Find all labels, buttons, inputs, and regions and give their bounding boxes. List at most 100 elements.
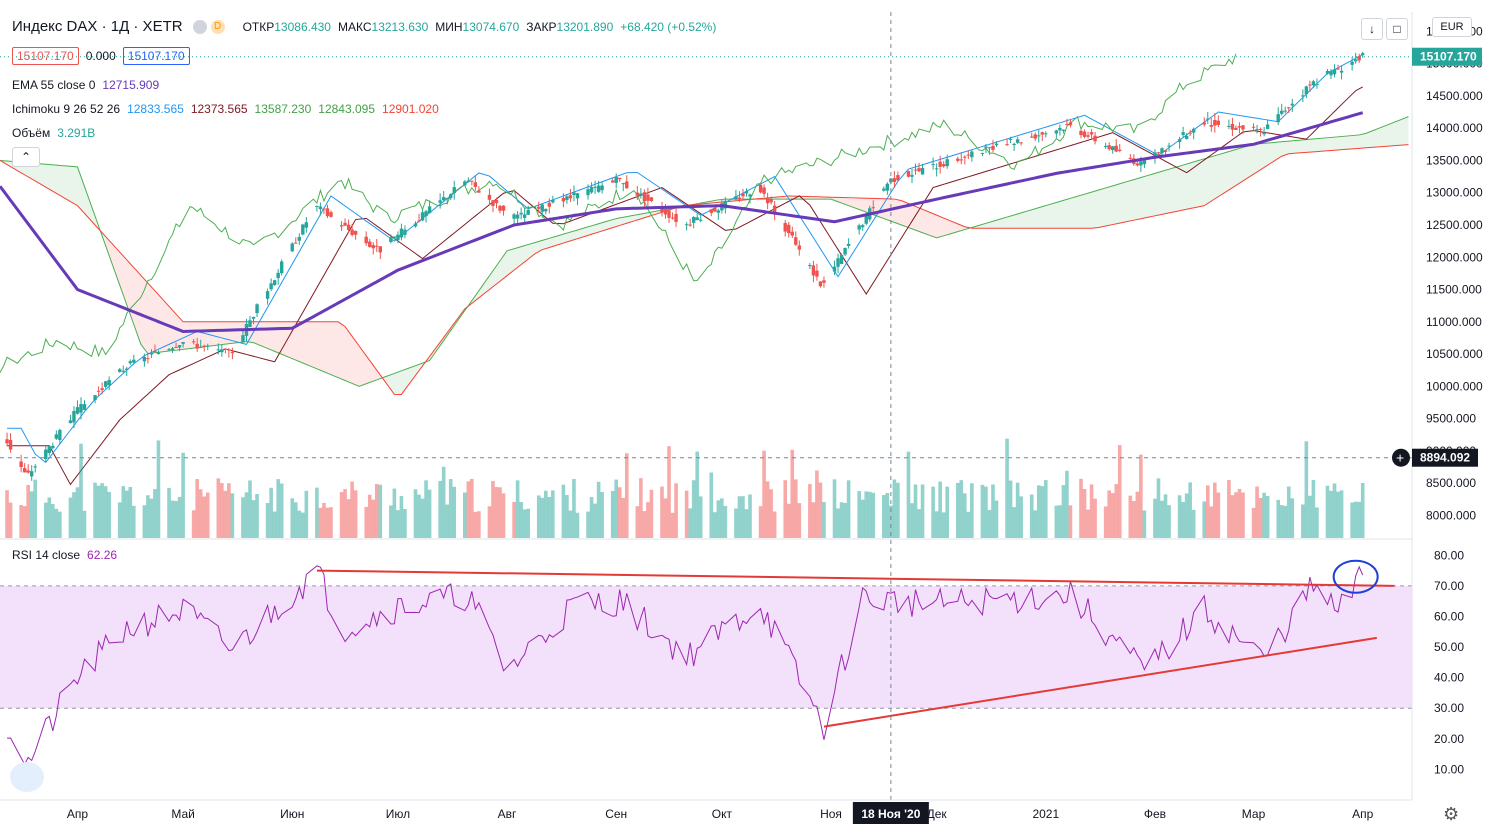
- volume-bar: [1156, 478, 1161, 538]
- rsi-label: RSI 14 close: [12, 548, 81, 562]
- volume-bar: [1093, 498, 1097, 538]
- collapse-legend-button[interactable]: ⌃: [12, 147, 40, 167]
- candle-body: [125, 368, 129, 370]
- annotation-ellipse: [1332, 559, 1379, 594]
- candle-body: [741, 193, 745, 197]
- volume-legend[interactable]: Объём 3.291B: [12, 126, 102, 140]
- volume-bar: [427, 489, 432, 538]
- candle-body: [378, 246, 382, 253]
- candle: [452, 180, 456, 200]
- time-axis-bg: [0, 800, 1494, 826]
- candle-body: [199, 346, 203, 348]
- candle-body: [1135, 163, 1140, 166]
- volume-bar: [1065, 470, 1069, 538]
- volume-bar: [1290, 498, 1295, 538]
- candle: [1308, 80, 1312, 92]
- candle-body: [910, 175, 914, 177]
- candle-body: [170, 348, 175, 351]
- volume-bar: [142, 505, 147, 538]
- volume-bar: [124, 490, 129, 538]
- tradingview-logo[interactable]: [10, 762, 44, 792]
- market-status-icon[interactable]: [192, 19, 207, 34]
- candle-body: [787, 224, 791, 234]
- candle: [1209, 117, 1213, 132]
- candle: [811, 260, 816, 283]
- candle-body: [547, 202, 552, 207]
- volume-bar: [202, 496, 207, 538]
- candle: [1082, 129, 1087, 139]
- data-delay-badge[interactable]: D: [210, 19, 225, 34]
- candle: [709, 208, 713, 217]
- candle-body: [600, 185, 604, 191]
- candle-body: [1177, 139, 1182, 142]
- candle: [51, 442, 55, 450]
- candle: [103, 380, 108, 389]
- rsi-tick-label: 30.00: [1434, 701, 1464, 715]
- symbol-title[interactable]: Индекс DAX · 1Д · XETR: [12, 18, 183, 35]
- ema-legend[interactable]: EMA 55 close 0 12715.909: [12, 78, 166, 92]
- candle-body: [1005, 144, 1009, 146]
- currency-button[interactable]: EUR: [1432, 17, 1472, 37]
- candle-body: [1329, 71, 1333, 76]
- candle: [544, 208, 548, 215]
- candle: [47, 446, 51, 456]
- volume-bar: [991, 484, 995, 538]
- candle-body: [470, 180, 474, 182]
- volume-bar: [1191, 509, 1196, 538]
- volume-label: Объём: [12, 126, 51, 140]
- maximize-button[interactable]: □: [1386, 18, 1408, 40]
- volume-bar: [413, 489, 418, 538]
- candle: [843, 247, 847, 257]
- candle: [54, 430, 59, 441]
- candle: [1290, 98, 1294, 112]
- candle: [26, 464, 30, 474]
- volume-bar: [786, 503, 791, 538]
- candle: [487, 188, 492, 206]
- volume-bar: [1040, 486, 1045, 538]
- candle-body: [276, 272, 280, 279]
- buy-button[interactable]: 15107.170: [122, 47, 190, 65]
- candle: [1142, 159, 1147, 169]
- volume-bar: [1315, 507, 1319, 538]
- candle-body: [941, 164, 946, 167]
- candle: [1230, 117, 1235, 137]
- sell-button[interactable]: 15107.170: [12, 47, 79, 65]
- close-label: ЗАКР: [526, 19, 557, 34]
- candle-body: [1008, 138, 1013, 140]
- candle-body: [551, 199, 555, 203]
- candle-body: [396, 234, 400, 241]
- candle: [670, 212, 675, 220]
- candle-body: [294, 242, 298, 244]
- volume-bar: [980, 484, 985, 538]
- candle-body: [82, 404, 87, 410]
- candle-body: [79, 403, 83, 413]
- candle: [1227, 119, 1231, 130]
- volume-bar: [565, 495, 569, 538]
- candle: [294, 237, 298, 244]
- candle: [762, 184, 766, 198]
- settings-gear-icon[interactable]: ⚙: [1443, 804, 1460, 824]
- volume-bar: [329, 507, 333, 538]
- rsi-legend[interactable]: RSI 14 close 62.26: [12, 548, 124, 562]
- candle: [906, 170, 911, 178]
- candle-body: [449, 194, 453, 199]
- candle: [325, 204, 330, 219]
- volume-bar: [716, 500, 721, 538]
- volume-bar: [934, 511, 939, 538]
- candle-body: [896, 175, 900, 181]
- candle-body: [970, 151, 974, 158]
- candle: [797, 240, 802, 256]
- candle-body: [931, 164, 935, 166]
- volume-bar: [167, 487, 171, 538]
- ichimoku-legend[interactable]: Ichimoku 9 26 52 26 12833.565 12373.565 …: [12, 102, 446, 116]
- candle-body: [846, 243, 851, 246]
- candle-body: [1030, 136, 1034, 138]
- candle-body: [223, 348, 228, 350]
- candle-body: [1283, 110, 1287, 112]
- candle-body: [561, 197, 566, 202]
- candle-body: [146, 358, 150, 360]
- volume-bar: [54, 508, 59, 538]
- scroll-down-button[interactable]: ↓: [1361, 18, 1383, 40]
- candle-body: [58, 429, 62, 441]
